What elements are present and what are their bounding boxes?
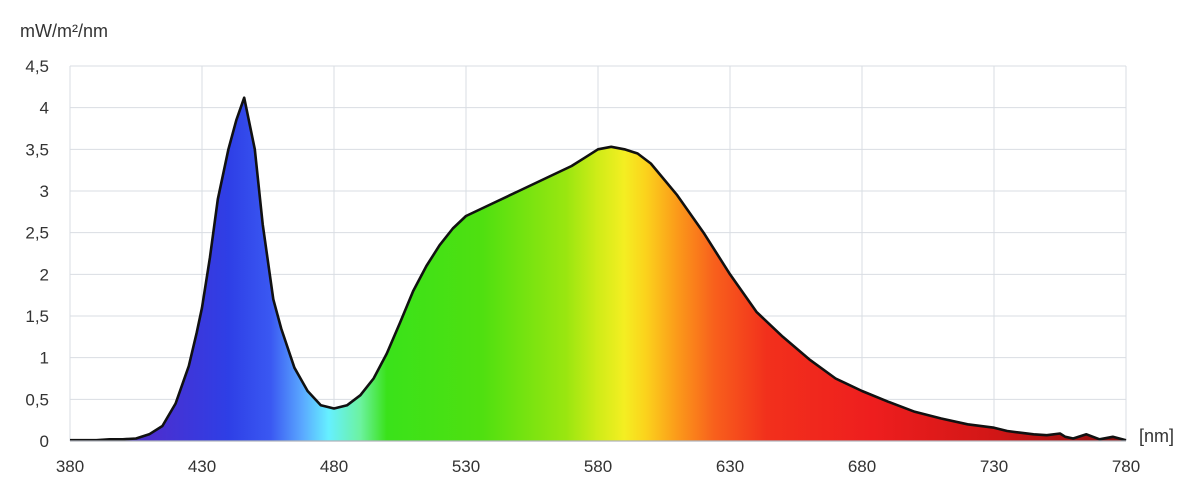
y-tick-label: 0 [40, 432, 49, 451]
x-tick-label: 780 [1112, 457, 1140, 476]
x-tick-label: 680 [848, 457, 876, 476]
y-tick-label: 3,5 [25, 140, 49, 159]
y-axis-label: mW/m²/nm [20, 21, 108, 41]
y-tick-label: 0,5 [25, 390, 49, 409]
x-tick-label: 580 [584, 457, 612, 476]
y-tick-label: 1 [40, 349, 49, 368]
spectrum-area [70, 97, 1126, 441]
x-tick-label: 530 [452, 457, 480, 476]
x-tick-label: 430 [188, 457, 216, 476]
x-tick-label: 380 [56, 457, 84, 476]
y-tick-label: 4,5 [25, 57, 49, 76]
x-tick-label: 480 [320, 457, 348, 476]
x-tick-labels: 380 430 480 530 580 630 680 730 780 [56, 457, 1140, 476]
x-axis-label: [nm] [1139, 426, 1174, 446]
y-tick-label: 2 [40, 265, 49, 284]
y-tick-label: 1,5 [25, 307, 49, 326]
spectrum-curve [70, 96, 1127, 442]
x-tick-label: 730 [980, 457, 1008, 476]
y-tick-label: 2,5 [25, 224, 49, 243]
y-tick-label: 3 [40, 182, 49, 201]
y-tick-labels: 0 0,5 1 1,5 2 2,5 3 3,5 4 4,5 [25, 57, 49, 451]
y-tick-label: 4 [40, 99, 49, 118]
x-tick-label: 630 [716, 457, 744, 476]
